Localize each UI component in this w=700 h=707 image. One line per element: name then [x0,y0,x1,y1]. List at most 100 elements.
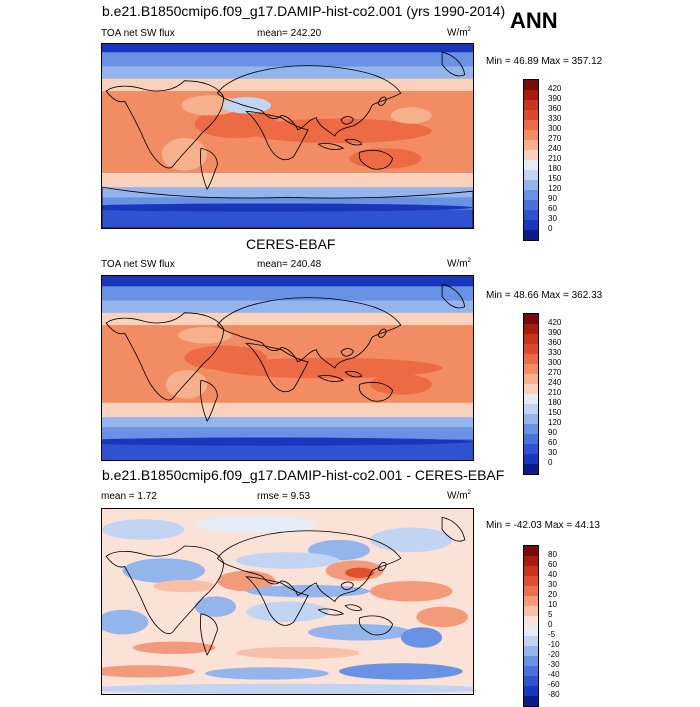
colorbar-tick-label: -40 [548,670,560,679]
colorbar-tick-label: 0 [548,620,553,629]
colorbar-tick-label: 300 [548,358,562,367]
colorbar-segment [524,666,538,676]
colorbar-segment [524,404,538,414]
colorbar-tick-label: -20 [548,650,560,659]
colorbar-tick-label: 60 [548,438,557,447]
colorbar-tick-label: -30 [548,660,560,669]
colorbar-segment [524,454,538,464]
colorbar-segment [524,170,538,180]
colorbar-tick-label: 30 [548,448,557,457]
colorbar-segment [524,130,538,140]
colorbar-tick-label: 10 [548,600,557,609]
colorbar-tick-label: 420 [548,318,562,327]
panel1-minmax: Min = 46.89 Max = 357.12 [486,56,603,67]
colorbar-tick-label: 0 [548,224,553,233]
colorbar-segment [524,334,538,344]
colorbar-segment [524,686,538,696]
panel3-colorbar [523,545,539,707]
colorbar-segment [524,90,538,100]
colorbar-segment [524,110,538,120]
colorbar-segment [524,150,538,160]
colorbar-segment [524,200,538,210]
colorbar-tick-label: 120 [548,418,562,427]
panel1-map [101,43,474,229]
colorbar-tick-label: 210 [548,154,562,163]
panel2-units: W/m2 [447,258,471,270]
panel2-colorbar [523,313,539,475]
colorbar-segment [524,464,538,474]
colorbar-tick-label: -80 [548,690,560,699]
colorbar-tick-label: 5 [548,610,553,619]
colorbar-tick-label: 300 [548,124,562,133]
colorbar-segment [524,344,538,354]
colorbar-segment [524,656,538,666]
colorbar-segment [524,384,538,394]
colorbar-tick-label: 60 [548,560,557,569]
colorbar-tick-label: 30 [548,580,557,589]
panel3-map [101,508,474,695]
colorbar-tick-label: 30 [548,214,557,223]
colorbar-segment [524,696,538,706]
panel2-map [101,275,474,461]
colorbar-tick-label: 60 [548,204,557,213]
colorbar-segment [524,636,538,646]
colorbar-tick-label: 360 [548,338,562,347]
colorbar-tick-label: 180 [548,398,562,407]
colorbar-segment [524,374,538,384]
panel1-title: b.e21.B1850cmip6.f09_g17.DAMIP-hist-co2.… [102,3,506,19]
panel3-mean: mean = 1.72 [101,491,157,502]
colorbar-segment [524,414,538,424]
colorbar-segment [524,394,538,404]
colorbar-segment [524,80,538,90]
panel3-rmse: rmse = 9.53 [257,491,311,502]
colorbar-segment [524,190,538,200]
colorbar-segment [524,626,538,636]
panel2-variable: TOA net SW flux [101,259,175,270]
panel1-mean: mean= 242.20 [257,28,322,39]
colorbar-tick-label: 150 [548,174,562,183]
colorbar-tick-label: 270 [548,134,562,143]
colorbar-segment [524,424,538,434]
colorbar-segment [524,586,538,596]
season-label: ANN [510,8,558,33]
colorbar-tick-label: 240 [548,378,562,387]
colorbar-tick-label: 390 [548,328,562,337]
colorbar-segment [524,434,538,444]
colorbar-tick-label: 210 [548,388,562,397]
panel1-variable: TOA net SW flux [101,28,175,39]
colorbar-segment [524,556,538,566]
colorbar-segment [524,180,538,190]
panel3-units: W/m2 [447,490,471,502]
colorbar-tick-label: 150 [548,408,562,417]
colorbar-tick-label: 240 [548,144,562,153]
colorbar-tick-label: 330 [548,114,562,123]
colorbar-segment [524,596,538,606]
panel3-minmax: Min = -42.03 Max = 44.13 [486,520,600,531]
colorbar-segment [524,616,538,626]
colorbar-segment [524,676,538,686]
panel1-colorbar [523,79,539,241]
colorbar-tick-label: 80 [548,550,557,559]
colorbar-segment [524,314,538,324]
colorbar-segment [524,606,538,616]
colorbar-segment [524,646,538,656]
colorbar-segment [524,324,538,334]
colorbar-segment [524,364,538,374]
colorbar-segment [524,210,538,220]
panel2-title: CERES-EBAF [246,236,336,252]
colorbar-segment [524,566,538,576]
colorbar-tick-label: 20 [548,590,557,599]
colorbar-segment [524,120,538,130]
colorbar-segment [524,576,538,586]
panel2-mean: mean= 240.48 [257,259,322,270]
colorbar-tick-label: 40 [548,570,557,579]
colorbar-segment [524,230,538,240]
colorbar-segment [524,160,538,170]
colorbar-tick-label: 420 [548,84,562,93]
colorbar-tick-label: 120 [548,184,562,193]
colorbar-tick-label: 0 [548,458,553,467]
colorbar-tick-label: -60 [548,680,560,689]
colorbar-segment [524,546,538,556]
panel3-title: b.e21.B1850cmip6.f09_g17.DAMIP-hist-co2.… [102,467,505,483]
colorbar-tick-label: -10 [548,640,560,649]
